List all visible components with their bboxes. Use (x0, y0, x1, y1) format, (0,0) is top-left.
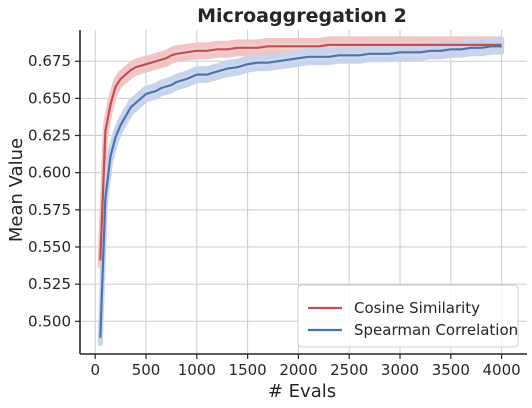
series-line-cosine-similarity (99, 43, 502, 261)
x-tick-label: 2500 (330, 361, 368, 379)
x-tick-label: 1000 (178, 361, 216, 379)
x-tick-label: 1500 (229, 361, 267, 379)
x-tick-label: 0 (90, 361, 100, 379)
legend: Cosine Similarity Spearman Correlation (297, 284, 519, 348)
y-tick-label: 0.650 (28, 89, 71, 107)
x-tick-label: 3500 (432, 361, 470, 379)
x-tick-label: 2000 (279, 361, 317, 379)
axes: 0 500 1000 1500 2000 2500 3000 3500 4000 0.500 0.5… (28, 30, 527, 379)
legend-label-spearman-correlation: Spearman Correlation (354, 321, 518, 339)
series-line-spearman-correlation (99, 45, 502, 338)
confidence-band-cosine-similarity (97, 36, 505, 269)
y-axis-label: Mean Value (6, 138, 27, 242)
y-tick-label: 0.525 (28, 275, 71, 293)
y-tick-label: 0.600 (28, 164, 71, 182)
legend-label-cosine-similarity: Cosine Similarity (354, 299, 480, 317)
y-tick-label: 0.675 (28, 52, 71, 70)
chart-title: Microaggregation 2 (197, 5, 407, 27)
x-tick-label: 4000 (483, 361, 521, 379)
confidence-bands (97, 36, 505, 347)
y-tick-label: 0.625 (28, 127, 71, 145)
legend-box (297, 284, 519, 348)
x-tick-label: 3000 (381, 361, 419, 379)
confidence-band-spearman-correlation (97, 37, 505, 347)
y-tick-label: 0.550 (28, 238, 71, 256)
y-tick-label: 0.575 (28, 201, 71, 219)
y-tick-label: 0.500 (28, 312, 71, 330)
x-tick-label: 500 (132, 361, 161, 379)
series-lines (99, 43, 502, 338)
x-axis-label: # Evals (268, 381, 336, 402)
